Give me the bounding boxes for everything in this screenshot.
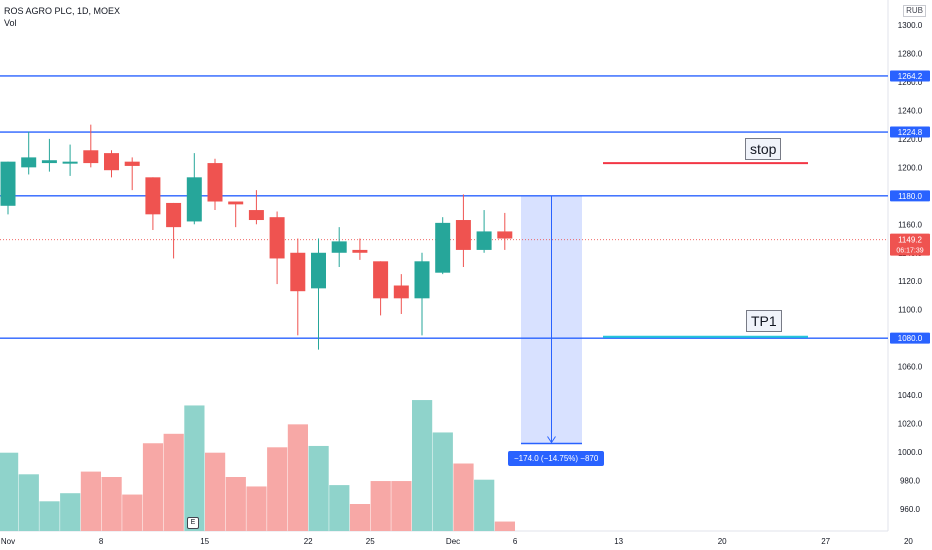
event-badge[interactable]: E	[187, 517, 199, 529]
volume-bar	[163, 433, 184, 531]
candle-body	[455, 220, 471, 250]
measure-label[interactable]: −174.0 (−14.75%) −870	[508, 451, 605, 466]
y-tick-label: 960.0	[900, 505, 921, 514]
x-tick-label: 8	[99, 537, 104, 546]
level-price-tag	[890, 332, 930, 344]
tp1-label[interactable]: TP1	[746, 310, 782, 332]
candle-body	[476, 231, 492, 250]
candle-body	[41, 160, 57, 164]
volume-bar	[453, 463, 474, 531]
level-price-tag	[890, 190, 930, 202]
volume-bar	[391, 481, 412, 531]
y-tick-label: 1240.0	[898, 106, 923, 115]
candle-body	[0, 161, 16, 206]
x-tick-label: 13	[614, 537, 623, 546]
current-price-countdown: 06:17:39	[896, 248, 923, 255]
volume-bar	[308, 445, 329, 531]
volume-bar	[474, 479, 495, 531]
y-tick-label: 1060.0	[898, 363, 923, 372]
x-tick-label: 20	[904, 537, 913, 546]
candle-body	[166, 202, 182, 228]
candle-body	[83, 150, 99, 164]
volume-bar	[80, 471, 101, 531]
y-tick-label: 980.0	[900, 477, 921, 486]
volume-bar	[142, 443, 164, 531]
candle-body	[124, 161, 140, 166]
y-tick-label: 1100.0	[898, 306, 922, 315]
volume-bar	[18, 474, 39, 531]
y-tick-label: 1120.0	[898, 277, 922, 286]
candle-body	[497, 231, 513, 239]
volume-bar	[0, 452, 19, 531]
volume-bar	[39, 501, 60, 531]
candle-body	[62, 161, 78, 164]
y-tick-label: 1200.0	[898, 163, 923, 172]
candle-body	[145, 177, 161, 215]
y-tick-label: 1000.0	[898, 448, 923, 457]
candle-body	[104, 153, 119, 171]
volume-bar	[432, 432, 453, 531]
volume-bar	[494, 521, 515, 531]
chart-legend: ROS AGRO PLC, 1D, MOEX Vol	[4, 5, 120, 29]
x-tick-label: 27	[821, 537, 830, 546]
y-tick-label: 1040.0	[898, 391, 923, 400]
candle-body	[331, 241, 347, 253]
x-tick-label: Dec	[446, 537, 460, 546]
candle-body	[248, 210, 264, 221]
stop-label[interactable]: stop	[745, 138, 782, 160]
x-tick-label: 22	[304, 537, 313, 546]
current-price-text: 1149.2	[898, 236, 922, 245]
current-price-tag	[890, 233, 930, 256]
y-tick-label: 1260.0	[898, 78, 923, 87]
volume-bar	[101, 477, 122, 531]
x-tick-label: 15	[200, 537, 209, 546]
volume-bar	[225, 477, 246, 531]
level-price-tag	[890, 70, 930, 82]
y-tick-label: 1160.0	[898, 220, 922, 229]
candle-body	[393, 285, 409, 299]
x-tick-label: 6	[513, 537, 518, 546]
level-price-text: 1264.2	[898, 72, 923, 81]
level-price-text: 1224.8	[898, 128, 923, 137]
candle-body	[414, 261, 430, 299]
y-tick-label: 1020.0	[898, 420, 923, 429]
y-tick-label: 1220.0	[898, 135, 923, 144]
volume-bar	[246, 486, 267, 531]
candle-body	[290, 252, 306, 292]
volume-bar	[267, 447, 288, 531]
candle-body	[186, 177, 202, 222]
volume-bar	[370, 481, 391, 531]
candle-body	[228, 201, 244, 205]
volume-bar	[412, 400, 433, 531]
x-tick-label: 25	[366, 537, 375, 546]
candle-body	[373, 261, 389, 299]
candle-body	[207, 163, 223, 202]
volume-bar	[122, 494, 143, 531]
x-tick-label: Nov	[1, 537, 15, 546]
volume-bar	[184, 405, 205, 531]
volume-bar	[205, 452, 226, 531]
candle-body	[269, 217, 285, 259]
measure-arrow-head	[547, 436, 556, 444]
y-tick-label: 1300.0	[898, 21, 923, 30]
x-tick-label: 20	[718, 537, 727, 546]
volume-bar	[349, 504, 371, 531]
volume-bar	[287, 424, 308, 531]
level-price-text: 1080.0	[898, 334, 923, 343]
level-price-text: 1180.0	[898, 192, 922, 201]
level-price-tag	[890, 126, 930, 138]
candle-body	[352, 249, 368, 253]
volume-bar	[329, 485, 350, 531]
symbol-title[interactable]: ROS AGRO PLC, 1D, MOEX	[4, 6, 121, 16]
volume-legend[interactable]: Vol	[4, 18, 17, 28]
volume-bar	[60, 493, 81, 531]
currency-label: RUB	[903, 5, 926, 17]
candle-body	[21, 157, 37, 168]
y-tick-label: 1280.0	[898, 49, 923, 58]
candle-body	[311, 252, 326, 289]
candle-body	[435, 222, 451, 273]
